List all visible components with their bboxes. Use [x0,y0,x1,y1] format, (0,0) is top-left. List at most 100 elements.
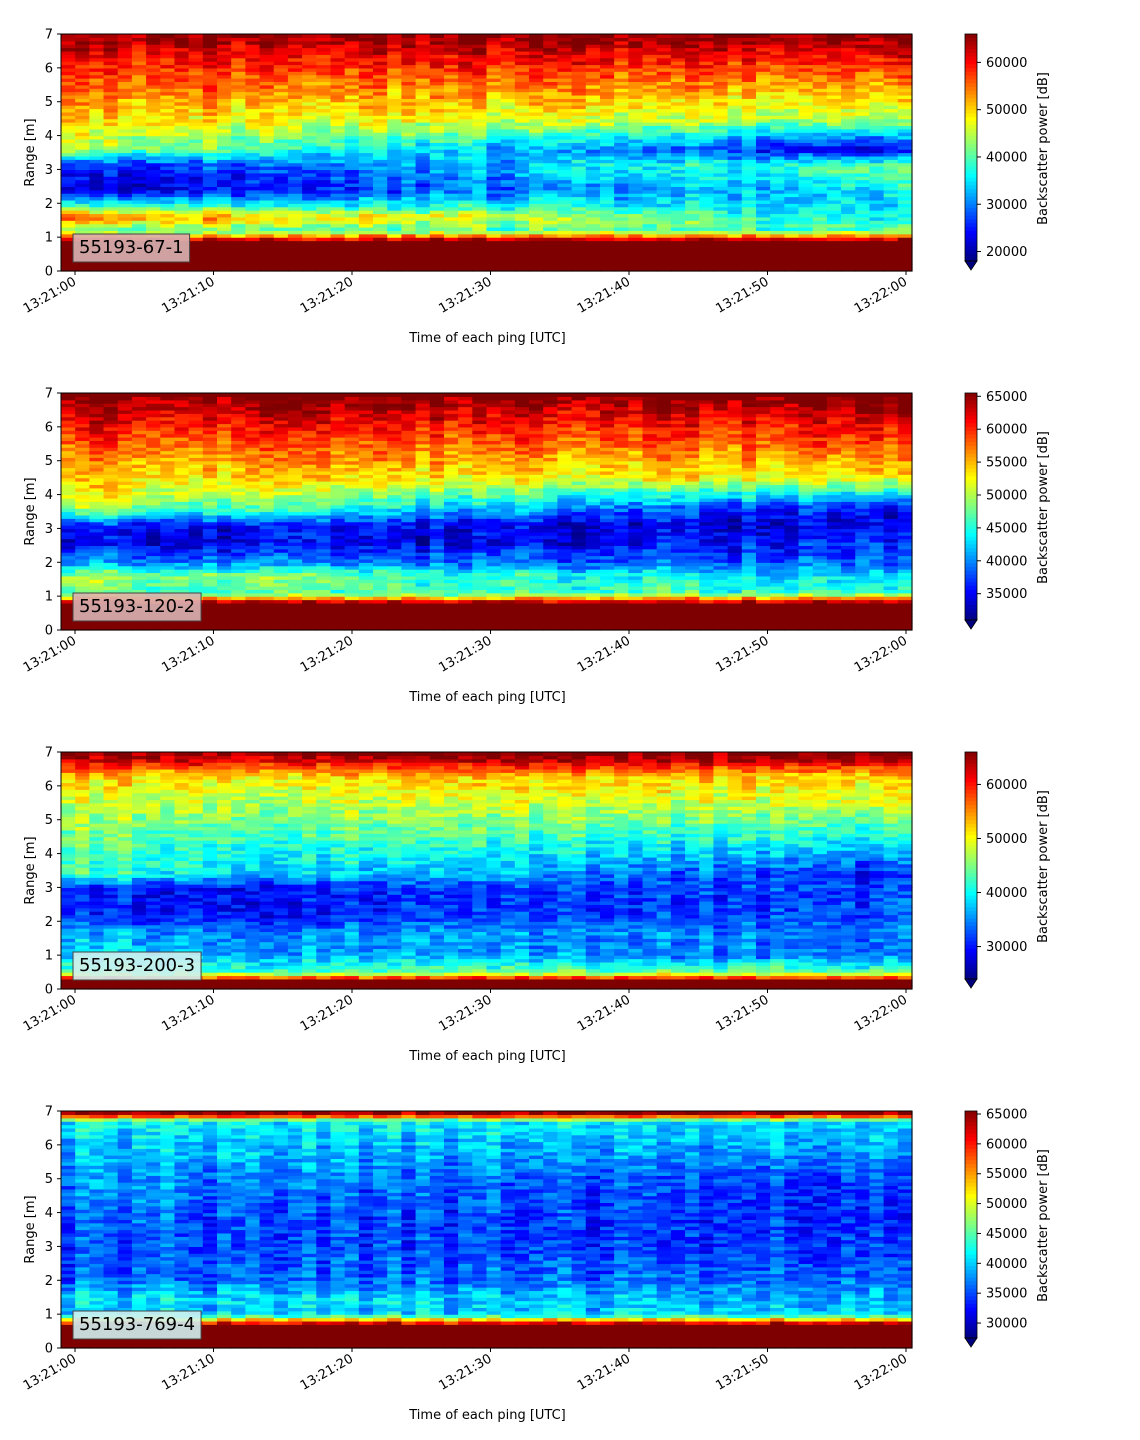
heatmap-cell [685,34,700,38]
heatmap-cell [416,34,431,38]
heatmap-cell [557,34,572,38]
heatmap-cell [387,34,402,38]
colorbar-segment [965,87,977,91]
x-axis-label: Time of each ping [UTC] [408,331,566,346]
heatmap-cell [146,34,161,38]
colorbar-segment [965,219,977,223]
heatmap-cell [600,34,615,38]
heatmap-cell [430,34,445,38]
colorbar-segment [965,189,977,193]
colorbar-segment [965,42,977,46]
heatmap-cell [487,34,502,38]
y-tick-label: 2 [45,197,53,212]
colorbar-segment [965,148,977,152]
heatmap-cell [61,393,76,397]
heatmap-cell [260,34,275,38]
x-tick-label: 13:21:40 [575,274,633,316]
colorbar-segment [965,212,977,216]
heatmap-cell [302,34,317,38]
heatmap-cell [359,34,374,38]
heatmap-cell [316,34,331,38]
heatmap-cell [628,34,643,38]
heatmap-cell [401,34,416,38]
heatmap-cell [472,34,487,38]
colorbar-segment [965,38,977,42]
heatmap-cell [89,393,104,397]
colorbar-tick-label: 40000 [986,150,1027,165]
colorbar-segment [965,151,977,155]
colorbar-segment [965,159,977,163]
heatmap-cell [869,34,884,38]
heatmap-cell [89,34,104,38]
colorbar-tick-label: 30000 [986,198,1027,213]
colorbar-segment [965,91,977,95]
colorbar-segment [965,242,977,246]
colorbar-segment [965,178,977,182]
heatmap-cell [75,393,90,397]
heatmap-cell [104,34,119,38]
colorbar-segment [965,208,977,212]
colorbar-tick-label: 50000 [986,103,1027,118]
colorbar-segment [965,238,977,242]
colorbar-segment [965,83,977,87]
y-tick-label: 5 [45,95,53,110]
heatmap-cell [132,393,147,397]
heatmap-cell [245,34,260,38]
colorbar-segment [965,216,977,220]
colorbar-segment [965,72,977,76]
colorbar-segment [965,193,977,197]
heatmap-cell [501,34,516,38]
colorbar-segment [965,166,977,170]
heatmap-cell [515,34,530,38]
colorbar-segment [965,98,977,102]
heatmap-cell [345,34,360,38]
heatmap-cell [288,34,303,38]
sample-label: 55193-67-1 [73,234,190,262]
heatmap-cell [543,34,558,38]
colorbar-segment [965,136,977,140]
colorbar-segment [965,57,977,61]
colorbar-segment [965,253,977,257]
heatmap-cell [160,393,175,397]
heatmap-cell [841,34,856,38]
y-axis-label: Range [m] [23,118,38,186]
heatmap-cell [118,393,133,397]
sample-label-text: 55193-67-1 [79,237,184,258]
colorbar-segment [965,113,977,117]
colorbar-segment [965,250,977,254]
y-tick-label: 4 [45,129,53,144]
heatmap-cell [713,34,728,38]
heatmap-cell [855,34,870,38]
heatmap-cell [770,34,785,38]
colorbar-segment [965,45,977,49]
colorbar-segment [965,163,977,167]
colorbar-segment [965,204,977,208]
heatmap-cell [61,34,76,38]
heatmap-cell [728,34,743,38]
colorbar-label: Backscatter power [dB] [1036,72,1051,225]
y-tick-label: 6 [45,61,53,76]
colorbar-segment [965,49,977,53]
x-tick-label: 13:21:00 [21,274,79,316]
heatmap-cell [330,34,345,38]
colorbar-segment [965,155,977,159]
heatmap-cell [614,34,629,38]
x-tick-label: 13:21:10 [159,274,217,316]
heatmap-cell [529,34,544,38]
x-tick-label: 13:21:50 [713,274,771,316]
heatmap-cell [827,34,842,38]
heatmap-cell [799,34,814,38]
x-tick-label: 13:22:00 [852,274,910,316]
heatmap-cell [699,34,714,38]
colorbar-segment [965,76,977,80]
colorbar-segment [965,129,977,133]
colorbar-segment [965,60,977,64]
colorbar-segment [965,102,977,106]
colorbar-segment [965,64,977,68]
heatmap-cell [572,34,587,38]
colorbar-segment [965,235,977,239]
